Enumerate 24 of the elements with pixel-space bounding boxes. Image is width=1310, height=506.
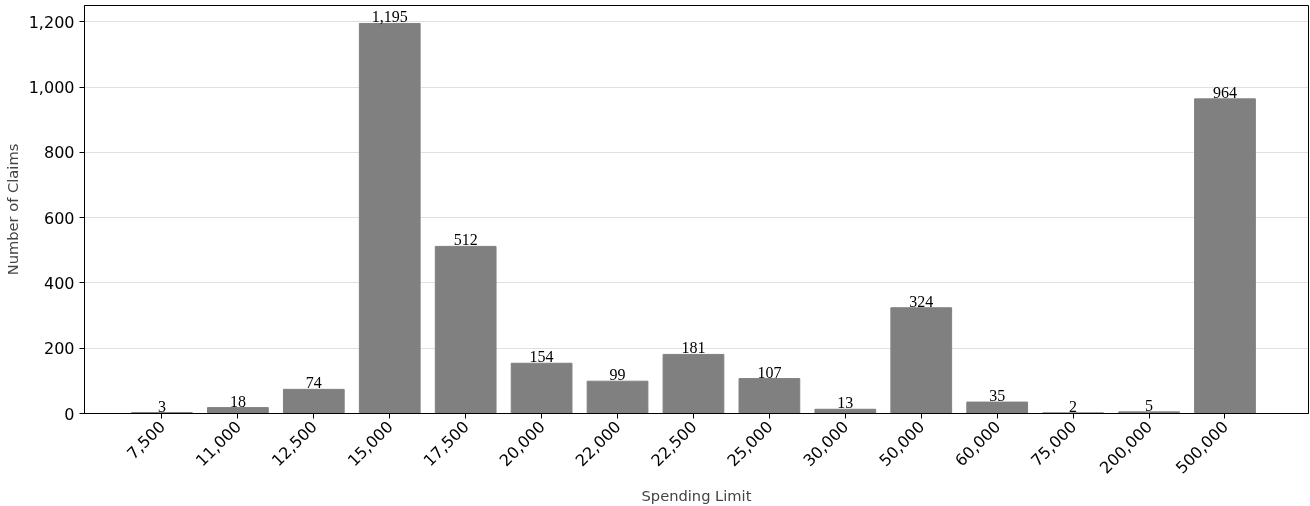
y-tick-label: 400 — [43, 273, 75, 293]
x-axis-title: Spending Limit — [641, 486, 752, 504]
y-tick-label: 1,200 — [28, 12, 75, 32]
data-label: 2 — [1069, 397, 1078, 415]
y-tick-label: 800 — [43, 143, 75, 163]
data-label: 18 — [229, 392, 246, 410]
y-tick-label: 600 — [43, 208, 75, 228]
y-tick-label: 0 — [64, 404, 75, 424]
data-label: 1,195 — [371, 8, 408, 26]
data-label: 512 — [453, 231, 478, 249]
data-label: 964 — [1212, 83, 1237, 101]
data-label: 324 — [909, 292, 934, 310]
y-tick-label: 200 — [43, 339, 75, 359]
data-label: 74 — [305, 374, 322, 392]
data-label: 5 — [1145, 396, 1154, 414]
y-axis-title: Number of Claims — [3, 143, 21, 276]
data-label: 181 — [681, 339, 706, 357]
data-label: 3 — [157, 397, 166, 415]
data-label: 99 — [609, 366, 626, 384]
data-label: 107 — [757, 363, 782, 381]
y-tick-label: 1,000 — [28, 78, 75, 98]
data-label: 35 — [989, 387, 1006, 405]
data-label: 13 — [837, 394, 854, 412]
data-label: 154 — [529, 348, 554, 366]
